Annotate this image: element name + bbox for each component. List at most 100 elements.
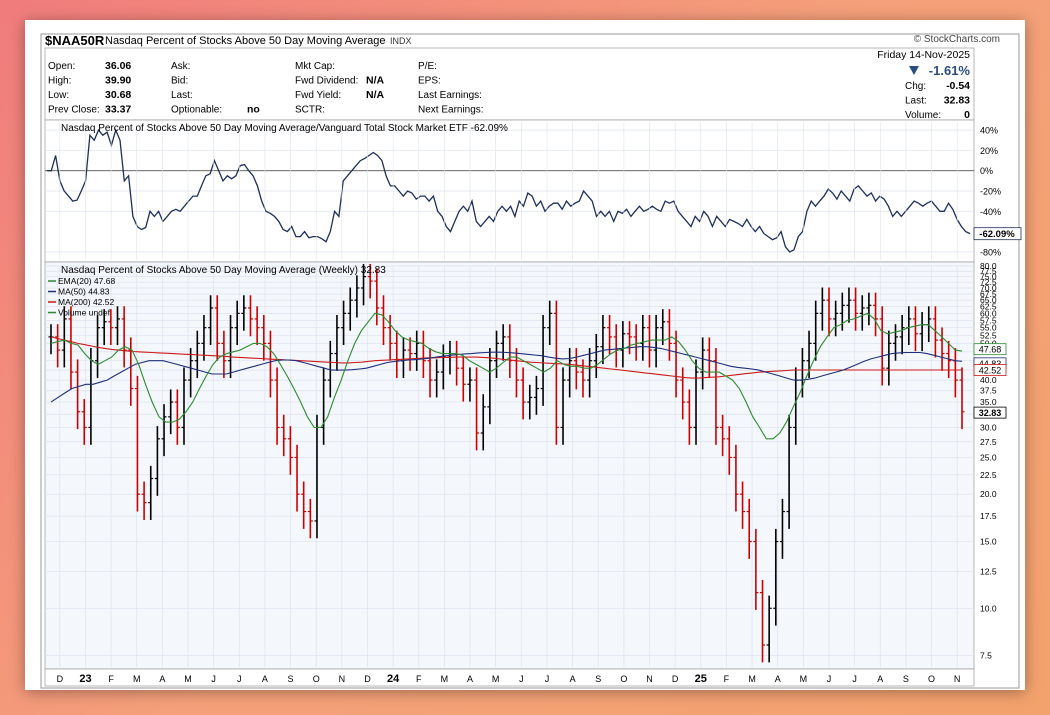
y-tick-label: 20.0 [980, 489, 997, 499]
y-tick-label: 60.0 [980, 308, 997, 318]
y-tick-label: 30.0 [980, 422, 997, 432]
ticker-symbol: $NAA50R [45, 33, 105, 48]
stat-label: Last Earnings: [418, 90, 482, 101]
price-label-box [973, 364, 1007, 376]
stat-value: 0 [964, 109, 970, 121]
quote-info-panel: Open: 36.06 High: 39.90 Low: 30.68 Prev Close:… [48, 49, 970, 121]
price-label: 32.83 [979, 408, 1002, 418]
x-tick-label: O [928, 674, 935, 684]
price-label-box [973, 343, 1007, 356]
x-tick-label: M [441, 674, 449, 684]
main-panel: 80.077.575.072.570.067.565.062.560.057.5… [45, 261, 1007, 667]
stat-value: 30.68 [105, 89, 131, 101]
x-tick-label: O [313, 674, 320, 684]
x-tick-label: M [748, 674, 756, 684]
x-tick-label: D [364, 674, 371, 684]
y-tick-label: 37.5 [980, 386, 997, 396]
stat-value: N/A [366, 89, 385, 101]
price-label: 47.68 [979, 345, 1002, 355]
stat-value: 39.90 [105, 75, 131, 87]
y-tick-label: -40% [980, 207, 1001, 217]
x-tick-label: O [620, 674, 627, 684]
stat-label: SCTR: [295, 105, 325, 116]
price-label-box [973, 406, 1007, 419]
down-arrow-icon [909, 66, 919, 75]
y-tick-label: 52.5 [980, 330, 997, 340]
x-tick-label: F [416, 674, 422, 684]
stat-label: Ask: [171, 61, 190, 72]
x-tick-label: J [545, 674, 550, 684]
x-tick-label: A [775, 674, 781, 684]
y-tick-label: 55.0 [980, 323, 997, 333]
stat-label: Optionable: [171, 105, 222, 116]
stat-label: Low: [48, 90, 69, 101]
y-tick-label: -20% [980, 187, 1001, 197]
y-tick-label: 35.0 [980, 397, 997, 407]
y-tick-label: 12.5 [980, 567, 997, 577]
y-tick-label: 25.0 [980, 452, 997, 462]
x-tick-label: J [852, 674, 857, 684]
y-tick-label: 70.0 [980, 283, 997, 293]
ratio-title: Nasdaq Percent of Stocks Above 50 Day Mo… [61, 123, 508, 134]
stock-chart: $NAA50R Nasdaq Percent of Stocks Above 5… [40, 33, 1022, 689]
x-tick-label: M [133, 674, 141, 684]
stat-label: Last: [905, 96, 927, 107]
stat-value: N/A [366, 75, 385, 87]
x-tick-label: M [184, 674, 192, 684]
stat-label: EPS: [418, 76, 441, 87]
x-axis: D 23 F M A M J J A S O N D 24 F M A M J J A S O N D 25 F M A M J J A S O N [57, 673, 961, 685]
x-tick-label: A [877, 674, 883, 684]
x-tick-label: N [954, 674, 961, 684]
stat-label: Volume: [905, 110, 941, 121]
x-tick-label: D [57, 674, 64, 684]
stat-label: Prev Close: [48, 105, 100, 116]
stat-value: -0.54 [946, 80, 970, 92]
y-tick-label: 17.5 [980, 511, 997, 521]
y-tick-label: 65.0 [980, 295, 997, 305]
stat-label: Chg: [905, 81, 926, 92]
x-tick-label: M [492, 674, 500, 684]
stat-value: no [247, 104, 260, 116]
price-label: 44.83 [979, 359, 1002, 369]
last-value-label: -62.09% [979, 229, 1015, 240]
x-tick-label: 25 [695, 673, 707, 685]
stat-label: Mkt Cap: [295, 61, 335, 72]
main-title: Nasdaq Percent of Stocks Above 50 Day Mo… [61, 265, 386, 276]
y-tick-label: 10.0 [980, 603, 997, 613]
y-tick-label: 62.5 [980, 302, 997, 312]
x-tick-label: F [108, 674, 114, 684]
y-tick-label: 75.0 [980, 272, 997, 282]
x-tick-label: A [467, 674, 473, 684]
stat-label: Fwd Yield: [295, 90, 341, 101]
stat-label: P/E: [418, 61, 437, 72]
x-tick-label: J [237, 674, 242, 684]
x-tick-label: N [339, 674, 346, 684]
y-tick-label: 7.5 [980, 651, 992, 661]
legend-entry: MA(50) 44.83 [58, 287, 110, 297]
y-tick-label: -80% [980, 247, 1001, 257]
x-tick-label: F [724, 674, 730, 684]
y-tick-label: 20% [980, 146, 998, 156]
stat-label: Open: [48, 61, 75, 72]
stat-value: 32.83 [944, 95, 970, 107]
y-tick-label: 40.0 [980, 375, 997, 385]
x-tick-label: S [595, 674, 601, 684]
y-tick-label: 0% [980, 166, 993, 176]
x-tick-label: N [646, 674, 653, 684]
legend-entry: Volume undef [58, 308, 111, 318]
ratio-line [47, 128, 971, 253]
x-tick-label: J [827, 674, 832, 684]
chart-card: $NAA50R Nasdaq Percent of Stocks Above 5… [25, 20, 1025, 690]
x-tick-label: A [570, 674, 576, 684]
stat-value: 36.06 [105, 60, 131, 72]
stat-label: Next Earnings: [418, 105, 484, 116]
x-tick-label: S [903, 674, 909, 684]
y-tick-label: 72.5 [980, 277, 997, 287]
last-value-box [973, 227, 1022, 241]
x-tick-label: J [519, 674, 524, 684]
quote-date: Friday 14-Nov-2025 [877, 49, 970, 61]
x-tick-label: J [211, 674, 216, 684]
ema20-line [50, 312, 963, 440]
stat-label: Bid: [171, 76, 188, 87]
